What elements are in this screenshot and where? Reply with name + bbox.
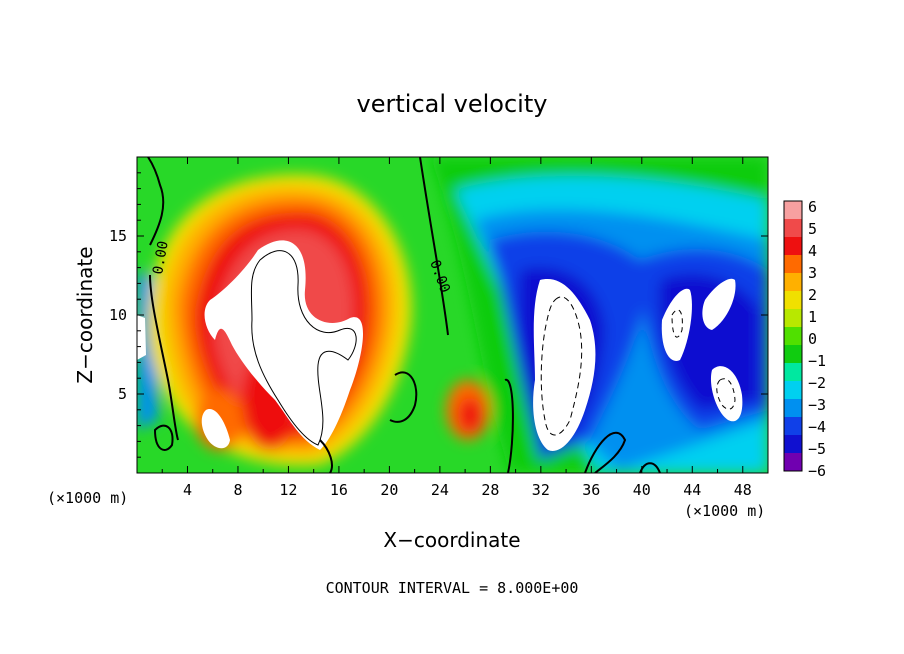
colorbar-swatch: [784, 273, 802, 292]
colorbar-label: 5: [808, 220, 817, 238]
x-tick-label: 32: [532, 481, 550, 499]
x-tick-label: 44: [683, 481, 701, 499]
colorbar-swatch: [784, 237, 802, 256]
colorbar-label: 3: [808, 264, 817, 282]
x-tick-label: 28: [481, 481, 499, 499]
colorbar-label: 2: [808, 286, 817, 304]
x-tick-label: 8: [233, 481, 242, 499]
colorbar-label: −6: [808, 462, 826, 480]
y-axis: 5 10 15: [109, 172, 768, 458]
colorbar-swatch: [784, 327, 802, 346]
y-tick-label: 15: [109, 227, 127, 245]
colorbar-label: −5: [808, 440, 826, 458]
colorbar-label: 0: [808, 330, 817, 348]
colorbar-label: −1: [808, 352, 826, 370]
plot-area: 0.00 0.00: [137, 157, 768, 473]
contour-label-left: 0.00: [150, 240, 172, 276]
colorbar-swatch: [784, 255, 802, 274]
colorbar-label: 1: [808, 308, 817, 326]
colorbar-label: 4: [808, 242, 817, 260]
x-tick-label: 4: [183, 481, 192, 499]
x-tick-label: 20: [380, 481, 398, 499]
colorbar-label: −3: [808, 396, 826, 414]
colorbar-swatch: [784, 417, 802, 436]
colorbar-swatch: [784, 399, 802, 418]
contour-interval-note: CONTOUR INTERVAL = 8.000E+00: [326, 579, 579, 597]
x-scale-label-right: (×1000 m): [684, 502, 765, 520]
colorbar-swatch: [784, 309, 802, 328]
colorbar-label: −2: [808, 374, 826, 392]
x-tick-label: 24: [431, 481, 449, 499]
x-tick-label: 16: [330, 481, 348, 499]
colorbar-swatch: [784, 453, 802, 472]
zero-contours: [147, 157, 661, 473]
y-tick-label: 10: [109, 306, 127, 324]
colorbar-frame: [783, 200, 803, 472]
colorbar-swatch: [784, 381, 802, 400]
colorbar: 6 5 4 3 2 1 0 −1 −2 −3 −4 −5 −6: [783, 198, 826, 480]
x-axis-label: X−coordinate: [383, 528, 520, 552]
x-tick-label: 40: [633, 481, 651, 499]
y-axis-label: Z−coordinate: [73, 246, 97, 383]
colorbar-label: −4: [808, 418, 826, 436]
colorbar-swatch: [784, 219, 802, 238]
x-tick-label: 36: [582, 481, 600, 499]
y-tick-label: 5: [118, 385, 127, 403]
chart-title: vertical velocity: [357, 90, 548, 118]
x-scale-label-left: (×1000 m): [47, 489, 128, 507]
colorbar-swatch: [784, 291, 802, 310]
x-tick-label: 12: [279, 481, 297, 499]
colorbar-label: 6: [808, 198, 817, 216]
colorbar-swatch: [784, 363, 802, 382]
colorbar-swatch: [784, 201, 802, 220]
inner-contours: [250, 250, 736, 446]
colorbar-swatch: [784, 435, 802, 454]
x-tick-label: 48: [734, 481, 752, 499]
colorbar-swatch: [784, 345, 802, 364]
x-axis: 4 8 12 16 20 24 28 32 36 40 44 48: [161, 157, 752, 499]
